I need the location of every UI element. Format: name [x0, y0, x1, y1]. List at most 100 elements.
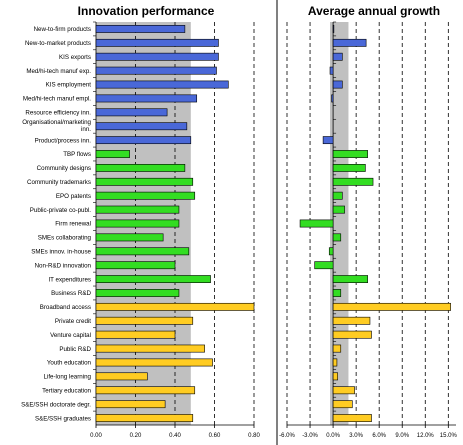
category-label-new-to-market-products: New-to-market products — [25, 40, 91, 47]
category-label-kis-employment: KIS employment — [46, 82, 92, 89]
bar-public-r-d — [95, 344, 205, 353]
category-label-broadband-access: Broadband access — [40, 304, 91, 311]
bar-community-trademarks — [95, 177, 194, 186]
bar-s-e-ssh-doctorate-degr — [95, 400, 166, 409]
category-label-youth-education: Youth education — [47, 360, 92, 367]
category-label-med-hi-tech-manuf-empl: Med/hi-tech manuf empl. — [23, 96, 91, 103]
category-label-s-e-ssh-doctorate-degr: S&E/SSH doctorate degr. — [21, 401, 91, 408]
bar-non-r-d-innovation — [95, 261, 176, 270]
bar-life-long-learning — [95, 372, 148, 381]
growth-bar-venture-capital — [332, 330, 372, 339]
innovation-performance-chart: 0.00 0.20 0.40 0.60 0.80 New-to-firm products… — [21, 21, 260, 439]
x-tick-label: 0.40 — [169, 433, 181, 439]
bar-epo-patents — [95, 191, 196, 200]
category-label-s-e-ssh-graduates: S&E/SSH graduates — [35, 415, 91, 422]
category-label-public-private-co-publ: Public-private co-publ. — [30, 207, 91, 214]
x-tick-label: 3.0% — [349, 433, 363, 439]
growth-bar-med-hi-tech-manuf-empl — [331, 94, 334, 103]
bar-resource-efficiency-inn — [95, 108, 168, 117]
category-label-private-credit: Private credit — [55, 318, 91, 325]
category-label-smes-collaborating: SMEs collaborating — [38, 235, 92, 242]
growth-bar-s-e-ssh-doctorate-degr — [332, 400, 353, 409]
bar-s-e-ssh-graduates — [95, 414, 194, 422]
category-label-life-long-learning: Life-long learning — [44, 374, 92, 381]
bar-smes-innov-in-house — [95, 247, 190, 256]
average-annual-growth-chart: -6.0% -3.0% 0.0% 3.0% 6.0% 9.0% 12.0% 15.0% — [279, 21, 458, 439]
x-tick-label: 0.20 — [130, 433, 142, 439]
category-label-community-designs: Community designs — [37, 165, 91, 172]
category-label-business-r-d: Business R&D — [51, 290, 91, 297]
category-label-community-trademarks: Community trademarks — [27, 179, 91, 186]
growth-bar-community-designs — [332, 164, 366, 172]
growth-bar-it-expenditures — [332, 275, 368, 283]
category-label-med-hi-tech-manuf-exp: Med/hi-tech manuf exp. — [26, 68, 91, 75]
bar-firm-renewal — [95, 219, 180, 228]
growth-bar-epo-patents — [332, 191, 343, 200]
growth-bar-youth-education — [332, 358, 338, 367]
category-label-tbp-flows: TBP flows — [63, 151, 91, 158]
bar-tertiary-education — [95, 386, 196, 395]
growth-bar-new-to-market-products — [332, 38, 367, 47]
growth-bar-med-hi-tech-manuf-exp — [329, 66, 334, 75]
bar-business-r-d — [95, 289, 180, 297]
bar-med-hi-tech-manuf-exp — [95, 66, 217, 75]
x-tick-label: 0.0% — [326, 433, 340, 439]
category-label-smes-innov-in-house: SMEs innov. in-house — [31, 248, 91, 255]
category-label-venture-capital: Venture capital — [50, 332, 91, 339]
x-tick-label: 6.0% — [372, 433, 386, 439]
right-panel-title: Average annual growth — [308, 4, 440, 18]
growth-bar-kis-employment — [332, 80, 343, 89]
x-tick-label: 12.0% — [417, 433, 435, 439]
category-label-firm-renewal: Firm renewal — [55, 221, 91, 228]
growth-bar-life-long-learning — [332, 372, 339, 381]
category-label-new-to-firm-products: New-to-firm products — [34, 26, 91, 33]
bar-new-to-market-products — [95, 38, 219, 47]
bar-youth-education — [95, 358, 213, 367]
category-label-resource-efficiency-inn: Resource efficiency inn. — [25, 110, 91, 117]
growth-bar-public-r-d — [332, 344, 342, 353]
category-label-public-r-d: Public R&D — [59, 346, 91, 353]
x-tick-label: 0.80 — [248, 433, 260, 439]
bar-product-process-inn — [95, 136, 192, 145]
category-label-product-process-inn: Product/process inn. — [35, 137, 92, 144]
bar-kis-exports — [95, 52, 219, 61]
growth-bar-smes-innov-in-house — [328, 247, 334, 256]
bar-venture-capital — [95, 330, 176, 339]
category-label-it-expenditures: IT expenditures — [48, 276, 91, 283]
growth-bar-broadband-access — [332, 302, 451, 311]
bar-it-expenditures — [95, 275, 211, 283]
growth-bar-kis-exports — [332, 52, 343, 61]
x-tick-label: -3.0% — [302, 433, 318, 439]
growth-bar-business-r-d — [332, 289, 342, 297]
left-panel-title: Innovation performance — [78, 4, 215, 18]
bar-public-private-co-publ — [95, 205, 180, 214]
growth-bar-tertiary-education — [332, 386, 355, 395]
growth-bar-smes-collaborating — [332, 233, 342, 242]
category-label-epo-patents: EPO patents — [56, 193, 91, 200]
bar-tbp-flows — [95, 150, 130, 158]
bar-community-designs — [95, 164, 186, 172]
bar-smes-collaborating — [95, 233, 164, 242]
growth-bar-firm-renewal — [299, 219, 334, 228]
category-label-organisational-marketing-inn: Organisational/marketing inn. — [22, 119, 91, 133]
growth-bar-tbp-flows — [332, 150, 368, 158]
bar-private-credit — [95, 316, 194, 325]
category-label-non-r-d-innovation: Non-R&D innovation — [35, 262, 92, 269]
growth-bar-product-process-inn — [322, 136, 334, 145]
growth-bar-private-credit — [332, 316, 371, 325]
x-tick-label: 15.0% — [440, 433, 458, 439]
bar-new-to-firm-products — [95, 25, 186, 33]
bar-organisational-marketing-inn — [95, 122, 188, 131]
x-tick-label: 0.60 — [209, 433, 221, 439]
x-tick-label: -6.0% — [279, 433, 295, 439]
bar-broadband-access — [95, 302, 255, 311]
bar-med-hi-tech-manuf-empl — [95, 94, 198, 103]
growth-bar-s-e-ssh-graduates — [332, 414, 372, 422]
category-label-tertiary-education: Tertiary education — [42, 387, 91, 394]
growth-bar-public-private-co-publ — [332, 205, 345, 214]
x-tick-label: 9.0% — [395, 433, 409, 439]
category-label-kis-exports: KIS exports — [59, 54, 91, 61]
x-tick-label: 0.00 — [90, 433, 102, 439]
